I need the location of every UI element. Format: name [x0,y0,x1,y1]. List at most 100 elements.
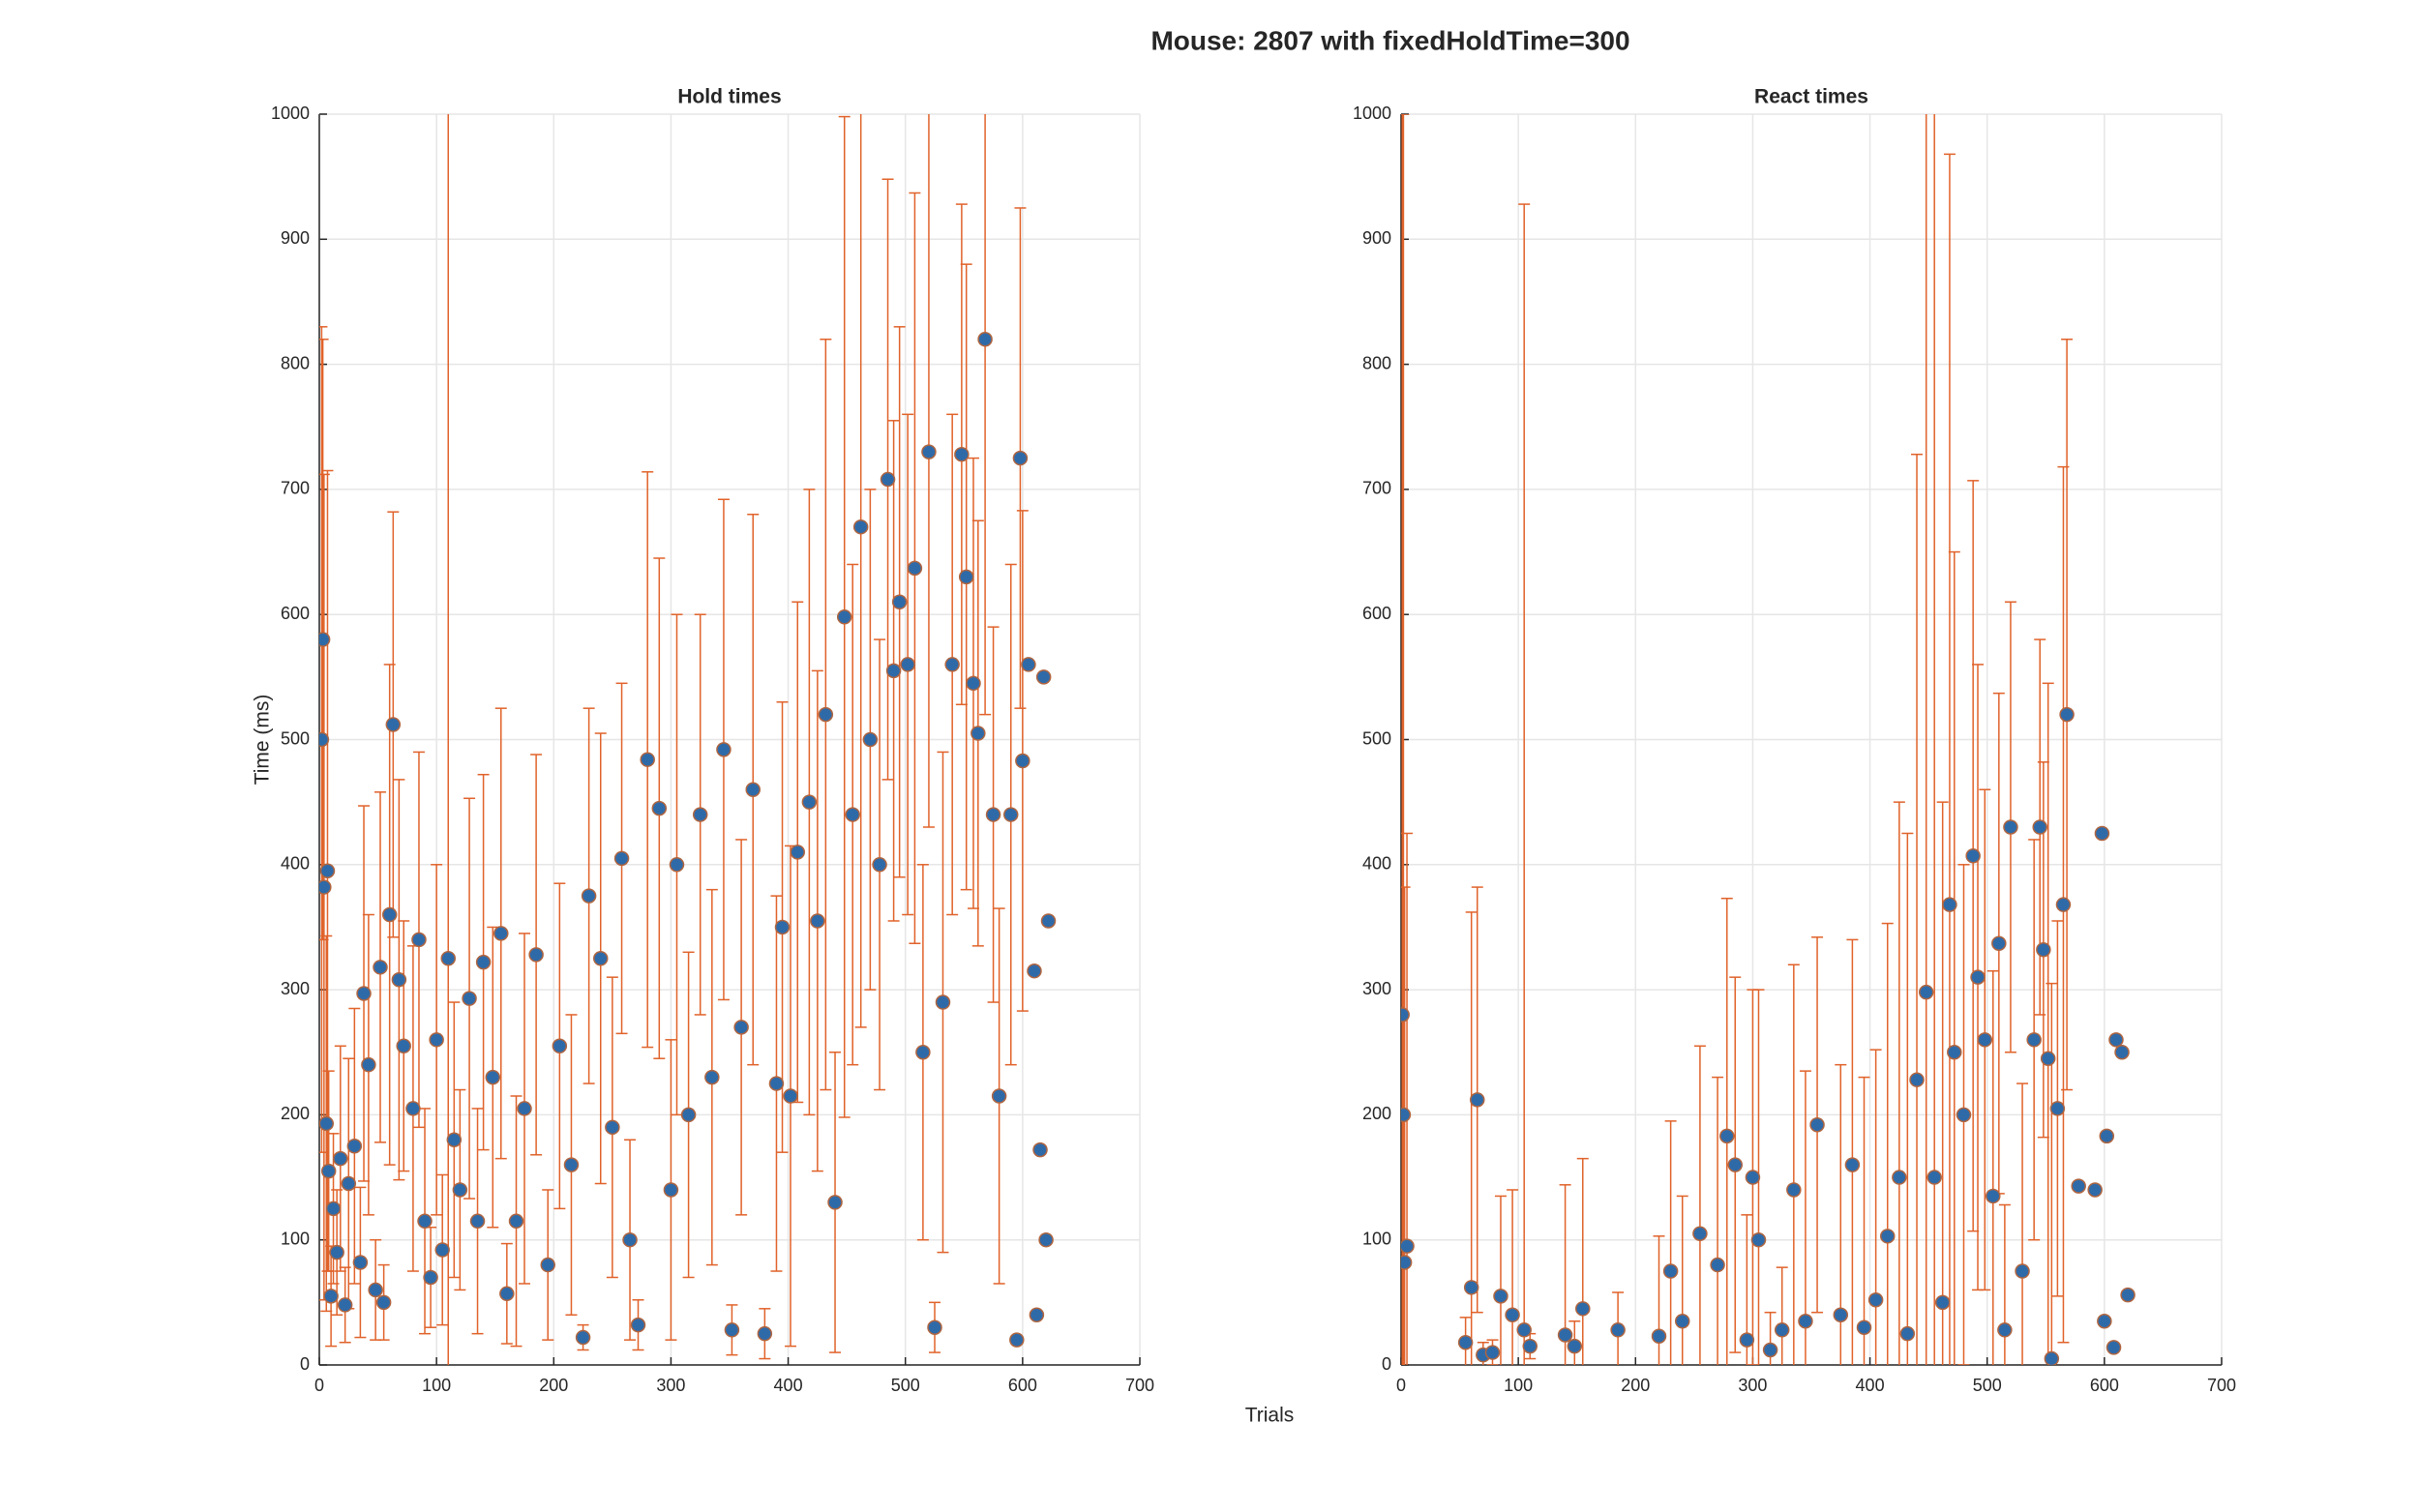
point [1567,1338,1583,1354]
point [346,1138,363,1154]
point [552,1038,568,1054]
point [563,1157,580,1172]
y-tick-label: 1000 [271,104,310,123]
x-tick-label: 400 [1856,1376,1885,1395]
point [966,675,981,692]
point [1977,1032,1993,1048]
point [2032,819,2047,835]
y-tick-label: 0 [1382,1354,1391,1374]
point [446,1132,463,1148]
point [900,657,915,672]
point [1516,1322,1532,1338]
y-tick-label: 200 [281,1104,310,1123]
point [2094,825,2110,842]
point [935,994,951,1010]
point [517,1101,532,1116]
point [333,1150,348,1167]
point [704,1069,720,1085]
point [692,807,708,822]
point [971,726,986,741]
point [1692,1226,1708,1241]
point [915,1045,931,1060]
point [1970,969,1986,985]
x-tick-label: 100 [422,1376,451,1395]
point [325,1201,342,1217]
point [1401,1255,1413,1270]
point [375,1294,392,1311]
y-tick-label: 700 [281,479,310,498]
point [1774,1322,1790,1338]
point [1463,1280,1479,1295]
x-axis-label: Trials [1245,1405,1295,1427]
point [1522,1338,1538,1354]
y-tick-label: 900 [1362,228,1391,248]
point [810,913,825,929]
point [2055,897,2072,912]
point [1651,1328,1667,1345]
point [381,906,398,923]
point [1833,1307,1849,1323]
point [2059,706,2075,723]
axes-title: Hold times [677,86,781,108]
point [880,471,896,488]
point [329,1244,344,1260]
point [320,1163,337,1179]
point [852,519,869,535]
point [1484,1345,1501,1360]
point [528,947,544,963]
point [716,742,732,757]
point [845,807,860,822]
point [1745,1170,1761,1185]
y-tick-label: 900 [281,228,310,248]
point [1798,1313,1813,1329]
point [1909,1072,1925,1087]
point [1934,1294,1951,1311]
x-tick-label: 700 [1125,1376,1154,1395]
point [954,446,970,462]
x-tick-label: 300 [1738,1376,1767,1395]
point [2097,1313,2112,1329]
x-tick-label: 200 [539,1376,568,1395]
point [836,609,852,625]
x-tick-label: 300 [656,1376,685,1395]
point [1401,1107,1412,1123]
point [341,1175,357,1192]
y-tick-label: 100 [281,1229,310,1248]
point [411,932,427,948]
point [2044,1350,2060,1365]
point [1557,1327,1573,1343]
point [2049,1101,2066,1116]
x-tick-label: 600 [1008,1376,1037,1395]
point [1015,753,1030,769]
point [2087,1182,2103,1198]
point [423,1269,438,1286]
point [475,954,492,970]
point [1947,1045,1962,1060]
point [1027,963,1042,979]
x-tick-label: 600 [2090,1376,2119,1395]
point [499,1286,515,1302]
point [462,991,477,1006]
point [1032,1141,1048,1158]
point [921,444,937,460]
point [669,857,685,873]
point [651,800,668,816]
point [440,951,457,966]
point [605,1119,620,1136]
point [469,1213,486,1230]
point [1710,1257,1725,1273]
y-tick-label: 600 [1362,604,1391,623]
point [2003,819,2018,835]
point [1926,1170,1942,1185]
y-tick-label: 300 [1362,979,1391,998]
point [361,1056,376,1073]
x-tick-label: 0 [314,1376,324,1395]
y-tick-label: 200 [1362,1104,1391,1123]
point [319,632,331,647]
point [613,850,630,867]
point [1991,935,2007,952]
point [1786,1182,1802,1198]
point [1892,1170,1907,1185]
point [885,663,902,679]
